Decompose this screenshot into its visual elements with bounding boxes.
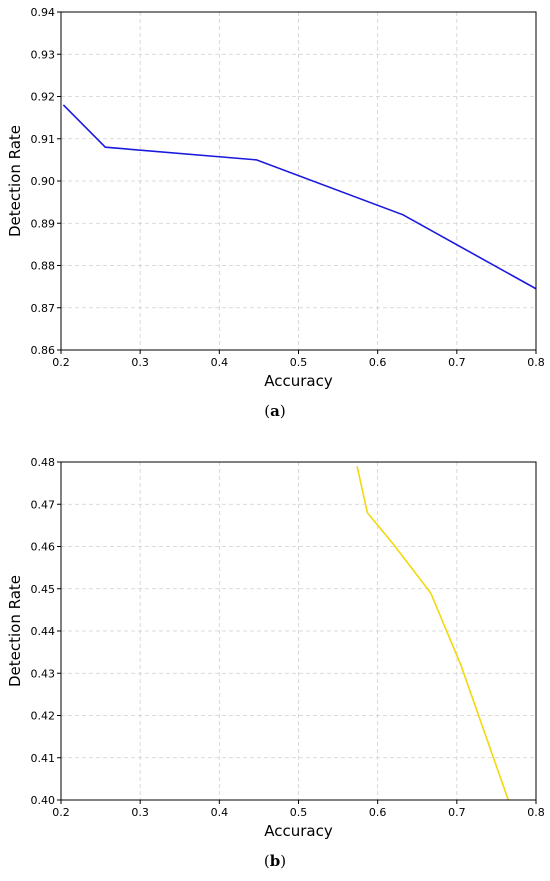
panel-caption: (a) <box>264 402 285 420</box>
chart-panel-a: 0.2 0.3 0.4 0.5 0.6 0.7 0.8 0.86 0.87 0.88 0.89 0.9… <box>6 6 545 420</box>
series-line <box>62 104 537 290</box>
y-tick-label: 0.91 <box>31 133 56 146</box>
x-tick-label: 0.3 <box>131 806 149 819</box>
y-tick-label: 0.48 <box>31 456 56 469</box>
x-tick-label: 0.4 <box>211 806 229 819</box>
y-axis-label: Detection Rate <box>6 575 24 687</box>
y-tick-label: 0.92 <box>31 91 56 104</box>
x-tick-label: 0.2 <box>52 806 70 819</box>
x-tick-label: 0.7 <box>448 356 466 369</box>
y-tick-label: 0.47 <box>31 498 56 511</box>
x-tick-label: 0.5 <box>290 806 308 819</box>
y-tick-label: 0.43 <box>31 667 56 680</box>
panel-caption: (b) <box>264 852 286 870</box>
y-tick-label: 0.40 <box>31 794 56 807</box>
y-tick-label: 0.41 <box>31 752 56 765</box>
x-tick-label: 0.3 <box>131 356 149 369</box>
y-tick-label: 0.88 <box>31 260 56 273</box>
x-tick-label: 0.6 <box>369 356 387 369</box>
x-axis-label: Accuracy <box>264 822 333 840</box>
x-tick-label: 0.5 <box>290 356 308 369</box>
x-tick-label: 0.2 <box>52 356 70 369</box>
y-tick-label: 0.87 <box>31 302 56 315</box>
x-tick-label: 0.4 <box>211 356 229 369</box>
x-tick-label: 0.8 <box>527 806 545 819</box>
y-axis-label: Detection Rate <box>6 125 24 237</box>
x-axis-label: Accuracy <box>264 372 333 390</box>
y-tick-label: 0.44 <box>31 625 56 638</box>
y-tick-label: 0.46 <box>31 541 56 554</box>
y-tick-label: 0.45 <box>31 583 56 596</box>
x-tick-label: 0.7 <box>448 806 466 819</box>
chart-panel-b: 0.2 0.3 0.4 0.5 0.6 0.7 0.8 0.40 0.41 0.42 0.43 0.4… <box>6 456 545 870</box>
y-tick-label: 0.86 <box>31 344 56 357</box>
x-tick-label: 0.6 <box>369 806 387 819</box>
y-tick-label: 0.90 <box>31 175 56 188</box>
y-tick-label: 0.93 <box>31 48 56 61</box>
series-line <box>356 466 510 801</box>
y-tick-label: 0.89 <box>31 217 56 230</box>
y-tick-label: 0.42 <box>31 710 56 723</box>
x-tick-label: 0.8 <box>527 356 545 369</box>
y-tick-label: 0.94 <box>31 6 56 19</box>
